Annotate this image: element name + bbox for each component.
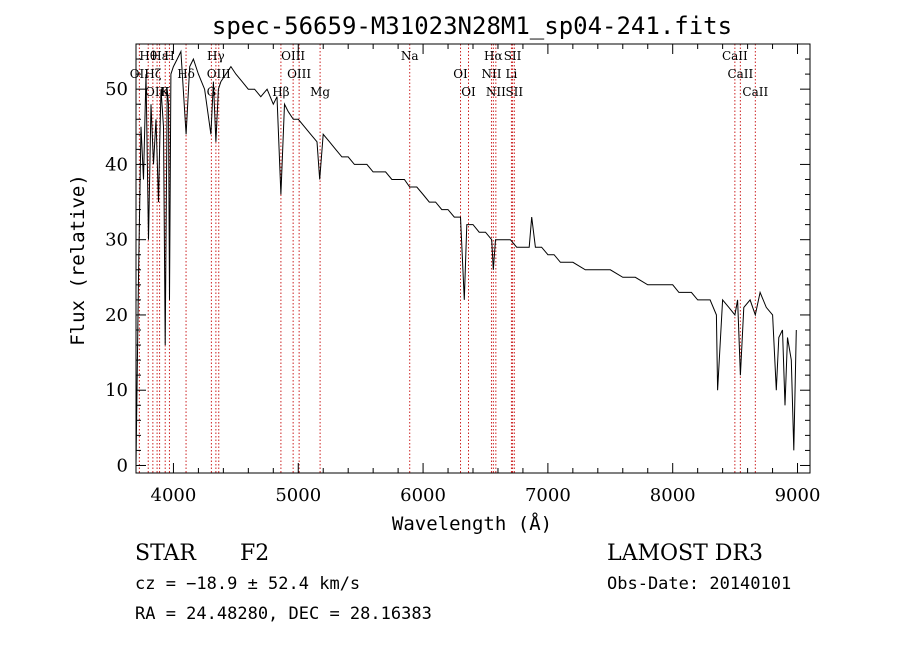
line-label: Hε (151, 49, 168, 63)
x-tick-label: 8000 (650, 485, 696, 506)
x-tick-label: 4000 (151, 485, 197, 506)
y-axis: 0 10 20 30 40 50 (105, 58, 810, 476)
line-label: Hγ (207, 49, 225, 63)
line-label: Hθ (139, 49, 157, 63)
line-label: G (207, 85, 217, 99)
y-tick-label: 20 (105, 305, 128, 326)
line-label: Mg (310, 85, 330, 99)
spectral-line-markers (138, 44, 756, 473)
line-label: OI (461, 85, 476, 99)
line-label: OIII (287, 67, 311, 81)
line-label: NII (481, 67, 501, 81)
chart-title: spec-56659-M31023N28M1_sp04-241.fits (212, 12, 732, 40)
line-label: OI (453, 67, 468, 81)
y-tick-label: 10 (105, 380, 128, 401)
y-axis-label: Flux (relative) (67, 174, 89, 346)
x-tick-label: 7000 (525, 485, 571, 506)
line-label: OIII (281, 49, 305, 63)
y-tick-label: 40 (105, 154, 128, 175)
line-label: Hα (484, 49, 503, 63)
line-label: OIII (145, 85, 169, 99)
line-label: Hζ (144, 67, 161, 81)
line-label: H (164, 49, 174, 63)
line-label: Na (401, 49, 419, 63)
subclass: F2 (240, 541, 269, 566)
line-label: CaII (722, 49, 748, 63)
object-class: STAR (135, 541, 197, 566)
line-label: CaII (727, 67, 753, 81)
line-label: SII (505, 85, 523, 99)
line-label: CaII (742, 85, 768, 99)
x-tick-label: 9000 (775, 485, 821, 506)
line-label: Hβ (272, 85, 289, 99)
plot-frame (135, 43, 811, 474)
spectrum-series (135, 49, 797, 466)
line-label: K (161, 85, 171, 99)
survey-name: LAMOST DR3 (607, 541, 763, 566)
line-label: SII (504, 49, 522, 63)
line-label: Li (506, 67, 518, 81)
obs-date: Obs-Date: 20140101 (607, 574, 791, 594)
ra-dec: RA = 24.48280, DEC = 28.16383 (135, 604, 432, 624)
line-label: Hδ (177, 67, 195, 81)
x-tick-label: 5000 (275, 485, 321, 506)
y-tick-label: 0 (117, 455, 128, 476)
line-label: NII (486, 85, 506, 99)
y-tick-label: 50 (105, 79, 128, 100)
x-axis: 4000 5000 6000 7000 8000 9000 (151, 44, 821, 506)
line-label: OIII (207, 67, 231, 81)
redshift-cz: cz = −18.9 ± 52.4 km/s (135, 574, 360, 594)
x-axis-label: Wavelength (Å) (392, 512, 552, 535)
y-tick-label: 30 (105, 230, 128, 251)
x-tick-label: 6000 (400, 485, 446, 506)
